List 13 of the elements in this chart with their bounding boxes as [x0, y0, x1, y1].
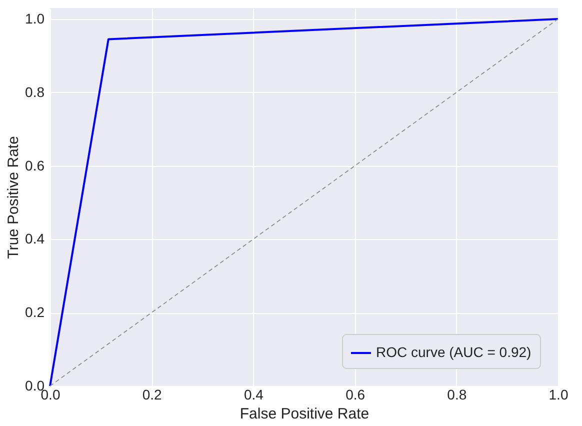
x-tick-label: 0.6 [346, 386, 366, 402]
x-tick-label: 0.8 [447, 386, 467, 402]
y-tick-label: 0.6 [25, 157, 45, 174]
y-tick-label: 0.8 [25, 84, 45, 100]
x-tick-label: 1.0 [548, 386, 568, 402]
y-tick-label: 0.2 [25, 304, 45, 320]
y-axis-title: True Positive Rate [5, 136, 22, 259]
x-tick-label: 0.2 [142, 386, 162, 402]
y-tick-label: 0.4 [25, 230, 45, 247]
legend-label: ROC curve (AUC = 0.92) [376, 344, 532, 360]
y-tick-label: 1.0 [25, 10, 45, 27]
x-tick-label: 0.4 [244, 386, 264, 402]
x-axis-title: False Positive Rate [240, 406, 370, 422]
